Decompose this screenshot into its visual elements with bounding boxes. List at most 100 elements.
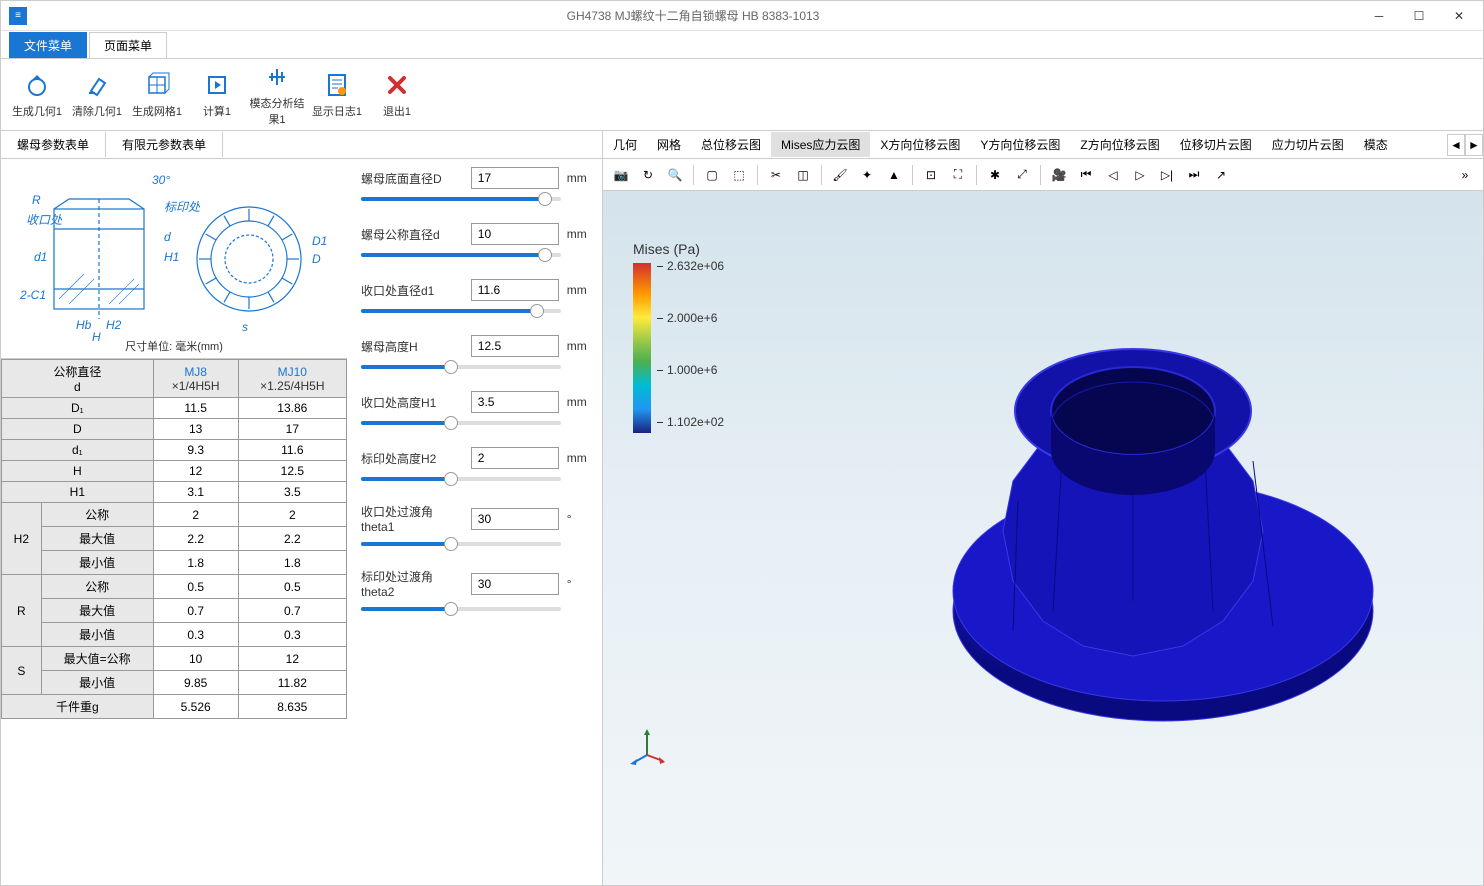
slider-track[interactable] <box>361 477 561 481</box>
slider-track[interactable] <box>361 197 561 201</box>
slider-input[interactable] <box>471 391 559 413</box>
slider-label: 标印处过渡角theta2 <box>361 568 463 599</box>
orient-icon[interactable]: ⤢ <box>1010 163 1034 187</box>
brush-icon[interactable]: 🖌 <box>828 163 852 187</box>
param-slider-3: 螺母高度H mm <box>361 335 588 369</box>
slider-track[interactable] <box>361 309 561 313</box>
view-tab-3[interactable]: Mises应力云图 <box>771 132 870 157</box>
compute-button[interactable]: 计算1 <box>189 63 245 127</box>
slider-input[interactable] <box>471 447 559 469</box>
view-tab-4[interactable]: X方向位移云图 <box>870 132 970 157</box>
view-tab-0[interactable]: 几何 <box>603 132 647 157</box>
slider-unit: ° <box>567 577 588 591</box>
color-legend: Mises (Pa) 2.632e+062.000e+61.000e+61.10… <box>633 241 700 433</box>
slider-input[interactable] <box>471 223 559 245</box>
param-slider-7: 标印处过渡角theta2 ° <box>361 568 588 611</box>
slider-input[interactable] <box>471 167 559 189</box>
param-slider-0: 螺母底面直径D mm <box>361 167 588 201</box>
app-icon: ≡ <box>9 7 27 25</box>
slider-unit: mm <box>567 227 588 241</box>
parameter-sliders: 螺母底面直径D mm 螺母公称直径d mm 收口处直径d1 mm 螺母高度H <box>347 159 602 885</box>
slider-unit: ° <box>567 512 588 526</box>
view-tab-7[interactable]: 位移切片云图 <box>1170 132 1262 157</box>
slider-label: 螺母底面直径D <box>361 170 463 187</box>
minimize-button[interactable]: ─ <box>1359 2 1399 30</box>
slider-track[interactable] <box>361 253 561 257</box>
gen-geometry-button[interactable]: 生成几何1 <box>9 63 65 127</box>
show-log-icon <box>323 71 351 99</box>
param-slider-5: 标印处高度H2 mm <box>361 447 588 481</box>
toolbar-more-icon[interactable]: » <box>1453 163 1477 187</box>
tabs-prev-icon[interactable]: ◄ <box>1447 134 1465 156</box>
marker-icon[interactable]: ▲ <box>882 163 906 187</box>
viewport[interactable]: Mises (Pa) 2.632e+062.000e+61.000e+61.10… <box>603 191 1483 885</box>
view-tab-8[interactable]: 应力切片云图 <box>1262 132 1354 157</box>
page-menu-tab[interactable]: 页面菜单 <box>89 32 167 58</box>
gen-mesh-button[interactable]: 生成网格1 <box>129 63 185 127</box>
refresh-icon[interactable]: ↻ <box>636 163 660 187</box>
legend-tick: 1.000e+6 <box>657 363 724 377</box>
prev-frame-icon[interactable]: ◁ <box>1101 163 1125 187</box>
record-icon[interactable]: 🎥 <box>1047 163 1071 187</box>
slider-track[interactable] <box>361 421 561 425</box>
view-tab-1[interactable]: 网格 <box>647 132 691 157</box>
legend-tick: 1.102e+02 <box>657 415 724 429</box>
file-menu-tab[interactable]: 文件菜单 <box>9 32 87 58</box>
axes-icon[interactable]: ✱ <box>983 163 1007 187</box>
slider-input[interactable] <box>471 279 559 301</box>
last-frame-icon[interactable]: ⏭ <box>1182 163 1206 187</box>
view-tab-2[interactable]: 总位移云图 <box>691 132 771 157</box>
exit-button[interactable]: 退出1 <box>369 63 425 127</box>
slider-label: 收口处高度H1 <box>361 394 463 411</box>
view-tab-5[interactable]: Y方向位移云图 <box>970 132 1070 157</box>
modal-result-icon <box>263 63 291 91</box>
slider-input[interactable] <box>471 508 559 530</box>
modal-result-button[interactable]: 模态分析结果1 <box>249 63 305 127</box>
fem-params-tab[interactable]: 有限元参数表单 <box>106 132 223 157</box>
slider-label: 收口处过渡角theta1 <box>361 503 463 534</box>
view-tab-9[interactable]: 模态 <box>1354 132 1398 157</box>
slider-track[interactable] <box>361 542 561 546</box>
svg-text:H1: H1 <box>164 250 179 264</box>
close-button[interactable]: ✕ <box>1439 2 1479 30</box>
first-frame-icon[interactable]: ⏮ <box>1074 163 1098 187</box>
slider-label: 螺母高度H <box>361 338 463 355</box>
play-icon[interactable]: ▷ <box>1128 163 1152 187</box>
screenshot-icon[interactable]: 📷 <box>609 163 633 187</box>
axis-triad-icon <box>627 725 667 765</box>
select-icon[interactable]: ⬚ <box>727 163 751 187</box>
param-slider-1: 螺母公称直径d mm <box>361 223 588 257</box>
diagram-caption: 尺寸单位: 毫米(mm) <box>125 338 223 354</box>
slider-track[interactable] <box>361 607 561 611</box>
svg-text:D1: D1 <box>312 234 327 248</box>
nut-diagram: R 收口处 d1 2-C1 Hb H2 H 30° 标印处 d H1 <box>1 159 347 359</box>
zoom-icon[interactable]: 🔍 <box>663 163 687 187</box>
fit-icon[interactable]: ⛶ <box>946 163 970 187</box>
legend-tick: 2.632e+06 <box>657 259 724 273</box>
clip-icon[interactable]: ✂ <box>764 163 788 187</box>
slider-track[interactable] <box>361 365 561 369</box>
tabs-next-icon[interactable]: ► <box>1465 134 1483 156</box>
slider-label: 收口处直径d1 <box>361 282 463 299</box>
slider-input[interactable] <box>471 335 559 357</box>
grid-dotted-icon[interactable]: ⊡ <box>919 163 943 187</box>
show-log-button[interactable]: 显示日志1 <box>309 63 365 127</box>
select-box-icon[interactable]: ▢ <box>700 163 724 187</box>
highlight-icon[interactable]: ✦ <box>855 163 879 187</box>
export-icon[interactable]: ↗ <box>1209 163 1233 187</box>
gen-mesh-icon <box>143 71 171 99</box>
ribbon: 生成几何1清除几何1生成网格1计算1模态分析结果1显示日志1退出1 <box>1 59 1483 131</box>
view-tab-6[interactable]: Z方向位移云图 <box>1070 132 1169 157</box>
menu-tabs: 文件菜单 页面菜单 <box>1 31 1483 59</box>
clear-geometry-button[interactable]: 清除几何1 <box>69 63 125 127</box>
maximize-button[interactable]: ☐ <box>1399 2 1439 30</box>
slider-input[interactable] <box>471 573 559 595</box>
nut-params-tab[interactable]: 螺母参数表单 <box>1 132 106 157</box>
nut-3d-model <box>863 231 1403 771</box>
slider-label: 螺母公称直径d <box>361 226 463 243</box>
param-slider-2: 收口处直径d1 mm <box>361 279 588 313</box>
gen-geometry-icon <box>23 71 51 99</box>
view-tabs: 几何网格总位移云图Mises应力云图X方向位移云图Y方向位移云图Z方向位移云图位… <box>603 131 1483 159</box>
slice-icon[interactable]: ◫ <box>791 163 815 187</box>
next-frame-icon[interactable]: ▷| <box>1155 163 1179 187</box>
